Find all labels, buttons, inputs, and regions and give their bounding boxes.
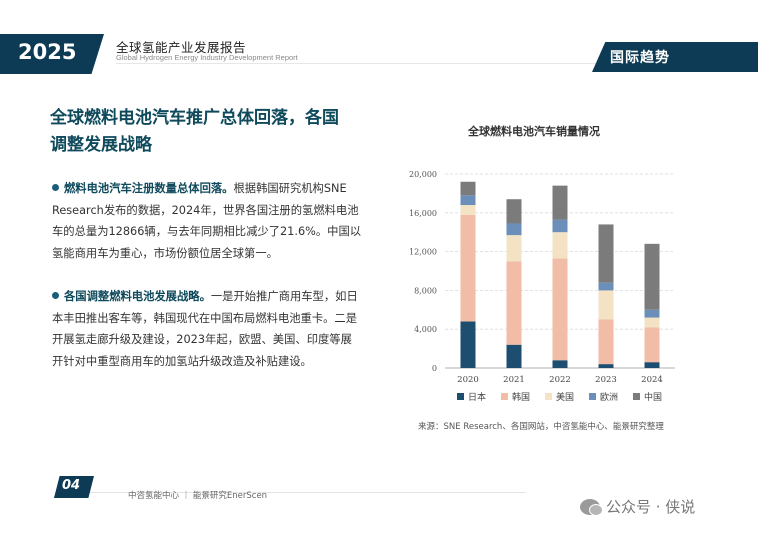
legend-label: 日本 xyxy=(468,391,486,403)
paragraph-2: 各国调整燃料电池发展战略。一是开始推广商用车型，如日本丰田推出客车等，韩国现代在… xyxy=(52,286,362,372)
y-tick-label: 0 xyxy=(432,364,437,373)
bar-segment-2020-中国 xyxy=(460,181,476,196)
bar-segment-2024-美国 xyxy=(644,317,660,328)
bar-segment-2022-韩国 xyxy=(552,258,568,361)
legend-label: 欧洲 xyxy=(600,391,618,403)
legend-label: 韩国 xyxy=(512,391,530,403)
paragraph-2-text: 一是开始推广商用车型，如日本丰田推出客车等，韩国现代在中国布局燃料电池重卡。二是… xyxy=(52,290,358,368)
bar-segment-2020-欧洲 xyxy=(460,195,476,206)
bar-segment-2021-日本 xyxy=(506,344,522,368)
report-title: 全球氢能产业发展报告 xyxy=(116,40,247,55)
section-tab xyxy=(592,42,758,72)
paragraph-2-lead: 各国调整燃料电池发展战略。 xyxy=(64,290,211,303)
header-divider xyxy=(116,63,596,64)
bar-segment-2020-韩国 xyxy=(460,214,476,322)
report-subtitle: Global Hydrogen Energy Industry Developm… xyxy=(116,53,298,62)
report-year: 2025 xyxy=(18,40,77,64)
paragraph-1-lead: 燃料电池汽车注册数量总体回落。 xyxy=(64,182,234,195)
year-tab xyxy=(0,34,104,74)
x-tick-label: 2021 xyxy=(503,375,525,385)
bar-segment-2024-中国 xyxy=(644,243,660,310)
legend-swatch xyxy=(589,393,596,400)
bar-segment-2024-欧洲 xyxy=(644,309,660,318)
bar-segment-2023-中国 xyxy=(598,224,614,283)
legend-swatch xyxy=(457,393,464,400)
legend-swatch xyxy=(633,393,640,400)
section-label: 国际趋势 xyxy=(610,50,670,66)
page-tab xyxy=(54,476,94,498)
stacked-bar-chart: 0 4,000 8,000 12,000 16,000 20,000 2020 2021 202… xyxy=(409,170,675,403)
bar-segment-2022-美国 xyxy=(552,232,568,259)
legend-label: 美国 xyxy=(556,391,574,403)
bar-segment-2023-日本 xyxy=(598,364,614,368)
bar-segment-2021-中国 xyxy=(506,199,522,224)
bar-segment-2021-美国 xyxy=(506,235,522,262)
footer-org: 中咨氢能中心 ｜ 能景研究EnerScen xyxy=(128,491,268,501)
paragraph-1-text: 根据韩国研究机构SNE Research发布的数据，2024年，世界各国注册的氢… xyxy=(52,182,362,260)
bar-segment-2022-中国 xyxy=(552,185,568,220)
x-tick-label: 2022 xyxy=(549,375,571,385)
y-tick-label: 8,000 xyxy=(414,286,437,295)
footer-divider xyxy=(86,492,526,493)
bar-segment-2022-欧洲 xyxy=(552,219,568,233)
watermark-text: 公众号 · 侠说 xyxy=(606,498,696,516)
bar-segment-2023-美国 xyxy=(598,290,614,320)
y-tick-label: 4,000 xyxy=(414,325,437,334)
bar-segment-2022-日本 xyxy=(552,360,568,368)
paragraph-1: 燃料电池汽车注册数量总体回落。根据韩国研究机构SNE Research发布的数据… xyxy=(52,178,362,264)
y-tick-label: 12,000 xyxy=(409,248,437,257)
legend-swatch xyxy=(545,393,552,400)
wechat-icon xyxy=(580,498,603,516)
bullet-icon xyxy=(52,184,59,191)
y-tick-label: 20,000 xyxy=(409,170,437,179)
watermark: 公众号 · 侠说 xyxy=(580,496,695,517)
legend-swatch xyxy=(501,393,508,400)
chart-title: 全球燃料电池汽车销量情况 xyxy=(468,125,600,138)
source-note: 来源：SNE Research、各国网站，中咨氢能中心、能景研究整理 xyxy=(418,422,664,432)
bullet-icon xyxy=(52,292,59,299)
bar-segment-2023-欧洲 xyxy=(598,282,614,291)
page-heading: 全球燃料电池汽车推广总体回落，各国调整发展战略 xyxy=(50,108,339,155)
bar-segment-2024-日本 xyxy=(644,362,660,368)
x-tick-label: 2020 xyxy=(457,375,479,385)
bar-segment-2020-日本 xyxy=(460,321,476,368)
legend-label: 中国 xyxy=(644,391,662,403)
page-number: 04 xyxy=(62,478,81,493)
x-tick-label: 2024 xyxy=(641,375,663,385)
y-tick-label: 16,000 xyxy=(409,209,437,218)
bar-segment-2021-韩国 xyxy=(506,261,522,345)
bar-segment-2020-美国 xyxy=(460,205,476,215)
x-tick-label: 2023 xyxy=(595,375,617,385)
bar-segment-2023-韩国 xyxy=(598,319,614,365)
bar-segment-2021-欧洲 xyxy=(506,223,522,236)
bar-segment-2024-韩国 xyxy=(644,327,660,363)
